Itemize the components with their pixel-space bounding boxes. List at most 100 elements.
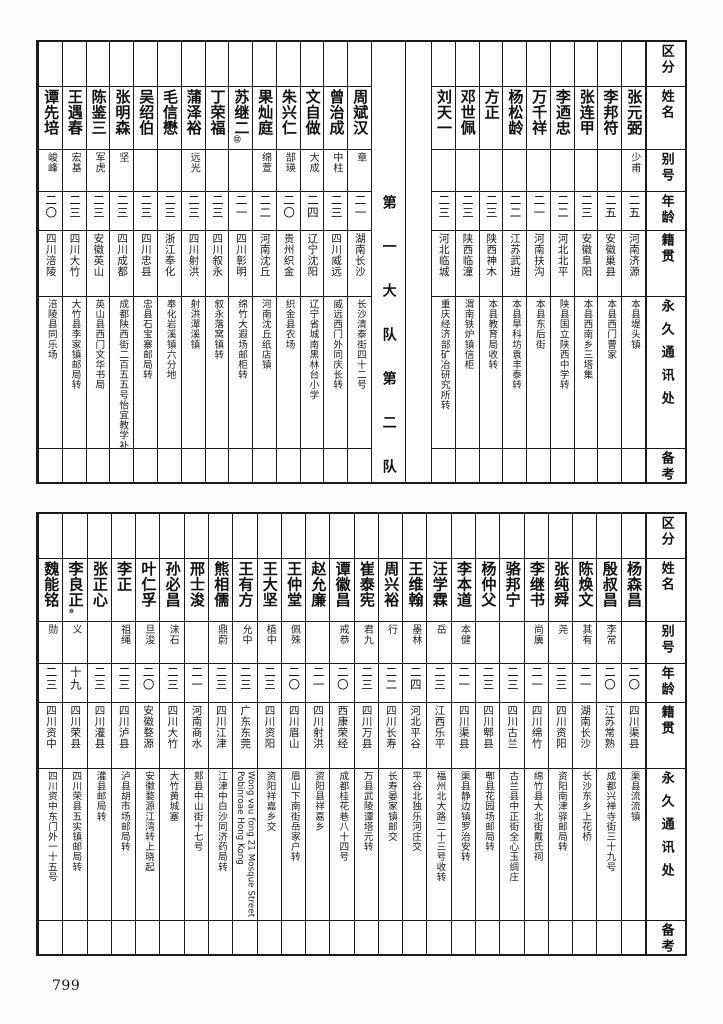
cell-name: 李邦符: [598, 85, 622, 149]
person-column[interactable]: 邓世佩 二三 陕西临潼 渭南铁炉镇信柜: [454, 42, 479, 482]
person-column[interactable]: 李邦符 二五 安徽巢县 本县西门曹家: [597, 42, 622, 482]
cell-address: 绵竹县大北街戴氏祠: [524, 767, 548, 921]
person-column[interactable]: 周斌汉章二一 湖南长沙 长沙清泰街四十二号: [347, 42, 371, 482]
person-column[interactable]: 叶仁孚 旦浚 二〇 安徽婺源 安徽婺源江湾转上晓起: [135, 514, 160, 954]
person-column[interactable]: 吴绍伯 二三 四川忠县 忠县石宝寨邮局转: [133, 42, 157, 482]
person-name: 骆邦宁: [503, 560, 522, 608]
person-address: 本县堤头镇: [628, 298, 640, 350]
cell-qufen: [575, 42, 598, 86]
person-column[interactable]: 王遇春 宏基 二三 四川大竹 大竹县李家镇邮局转: [61, 42, 86, 482]
row-header-label-native: 籍贯: [658, 705, 674, 738]
cell-age: 二一: [229, 190, 253, 231]
person-native-place: 河南扶沟: [532, 233, 545, 278]
person-alias: 祖绳: [118, 624, 130, 646]
cell-remark: [378, 920, 403, 954]
person-column[interactable]: 刘天一 二三 河北临城 重庆经济部矿冶研究所转: [430, 42, 455, 482]
cell-native: 安徽英山: [86, 230, 110, 295]
cell-qufen: [253, 42, 276, 86]
cell-alias: 本健: [451, 621, 476, 663]
cell-remark: [208, 920, 233, 954]
person-address: 泸县胡市场邮局转: [118, 770, 130, 852]
cell-address: 郫县花园场邮局转: [476, 767, 500, 921]
person-age: 二三: [68, 193, 83, 219]
cell-remark: [598, 448, 622, 482]
person-column[interactable]: 李迺忠 二二 河北北平 陕县国立陕西中学转: [549, 42, 574, 482]
person-column[interactable]: 张正心 二三 四川灌县 灌县邮局转: [86, 514, 111, 954]
cell-age: 二三: [208, 662, 233, 703]
cell-age: 二一: [524, 662, 548, 703]
cell-native: 浙江奉化: [157, 230, 181, 295]
person-column[interactable]: 丁荣福 二三 四川叙永 叙永落窝镇转: [204, 42, 229, 482]
person-column[interactable]: 赵允廉 二一 四川射洪 资阳县祥嘉乡: [305, 514, 330, 954]
person-native-place: 四川叙永: [211, 233, 224, 278]
cell-age: 二三: [476, 662, 500, 703]
cell-alias: 大成: [300, 149, 324, 191]
person-column[interactable]: 周兴裕行二二 四川长寿 长寿晏家镇邮交: [377, 514, 403, 954]
person-native-place: 浙江奉化: [163, 233, 176, 278]
cell-native: 四川彰明: [229, 230, 253, 295]
person-column[interactable]: 陈焕文 其有 二一 湖南长沙 长沙东乡上花桥: [572, 514, 597, 954]
person-column[interactable]: 文自做 大成 二四 辽宁沈阳 辽宁省城南黑林台小学: [299, 42, 324, 482]
cell-qufen: [456, 42, 479, 86]
person-column[interactable]: 李本道 本健 二一 四川渠县 渠县静边镇罗治安转: [450, 514, 476, 954]
person-column[interactable]: 熊相儒 鼎蔚 二三 四川江津 江津中白沙同济药局转: [207, 514, 233, 954]
person-column[interactable]: 王有方 允中 二三 广东东莞 Wong vau fong 21 Mosque Stree…: [232, 514, 257, 954]
cell-name: 张连甲: [574, 85, 598, 149]
person-age: 二三: [329, 193, 344, 219]
person-age: 二三: [139, 193, 154, 219]
person-column[interactable]: 曾治成 中柱 二三 四川威远 威远西门外同庆长转: [323, 42, 348, 482]
cell-native: 江苏武进: [503, 230, 527, 295]
person-column[interactable]: 殷叔昌 李常 二〇 江苏常熟 成都兴禅寺街三十九号: [596, 514, 621, 954]
cell-name: 熊相儒: [208, 557, 233, 621]
cell-name: 周斌汉: [348, 85, 371, 149]
person-column[interactable]: 毛信懋 二三 浙江奉化 奉化岩溪镇六分地: [156, 42, 181, 482]
person-column[interactable]: 李良正⑧ 义十九 四川荣县 四川荣县五实镇邮局转: [62, 514, 87, 954]
cell-age: 二三: [111, 662, 136, 703]
cell-qufen: [88, 514, 111, 558]
person-column[interactable]: 方正 二三 陕西神木 本县教育局收转: [478, 42, 503, 482]
person-column[interactable]: 王仲堂 佩殊 二〇 四川眉山 眉山下南街岳家户转: [280, 514, 306, 954]
person-column[interactable]: 崔泰宪 君九 二三 四川万县 万县武陵谭塔元转: [353, 514, 378, 954]
cell-alias: 其有: [573, 621, 597, 663]
person-column[interactable]: 苏继二⑫ 二一 四川彰明 绵竹大遐场邮柜转: [228, 42, 253, 482]
cell-qufen: [182, 42, 205, 86]
person-column[interactable]: 骆邦宁 二三 四川古兰 古兰县中正街全心玉绸庄: [499, 514, 524, 954]
cell-remark: [184, 920, 208, 954]
person-address: 长沙清泰街四十二号: [354, 298, 366, 390]
person-column[interactable]: 杨松龄 二二 江苏武进 本县旱科坊袁丰泰转: [502, 42, 527, 482]
person-column[interactable]: 谭徽昌 戒恭 二〇 西康荣经 成都桂花巷八十四号: [329, 514, 354, 954]
cell-address: 万县武陵谭塔元转: [354, 767, 378, 921]
cell-remark: [134, 448, 157, 482]
person-column[interactable]: 谭先培 峻峰 二〇 四川涪陵 涪陵县同乐场: [38, 42, 62, 482]
person-column[interactable]: 杨仲父 二三 四川郫县 郫县花园场邮局转: [475, 514, 500, 954]
person-column[interactable]: 张元弼 少甫 二五 河南济源 本县堤头镇: [621, 42, 645, 482]
person-column[interactable]: 邢士浚 二一 河南商水 郏县中山街十七号: [183, 514, 208, 954]
cell-qufen: [277, 42, 300, 86]
person-column[interactable]: 果灿庭 绵萱 二二 河南沈丘 河南沈丘纸店镇: [252, 42, 276, 482]
person-column[interactable]: 王维翰 墨林 二四 河北平谷 平谷北独乐河庄交: [402, 514, 427, 954]
person-address: 渠县静边镇罗治安转: [458, 770, 470, 862]
person-column[interactable]: 魏能铭勋二三 四川资中 四川资中东门外一十五号: [37, 514, 63, 954]
person-column[interactable]: 张连甲 二三 安徽阜阳 本县西南乡三塔集: [573, 42, 598, 482]
person-column[interactable]: 孙必昌 沫石 二三 四川大竹 大竹黄城塞: [159, 514, 184, 954]
person-column[interactable]: 万千祥 二一 河南扶沟 本县东后街: [526, 42, 550, 482]
cell-name: 陈鉴三: [86, 85, 110, 149]
cell-remark: [160, 920, 184, 954]
person-native-place: 四川绵竹: [530, 705, 543, 750]
person-native-place: 河北平谷: [409, 705, 422, 750]
cell-native: 四川灌县: [87, 702, 111, 767]
person-column[interactable]: 朱兴仁 郜瑛 二〇 贵州织金 织金县农场: [275, 42, 300, 482]
person-age: 二一: [234, 193, 249, 219]
person-column[interactable]: 张明森坚二三 四川成都 成都陕西街二百五五号怡宜教学补习社: [109, 42, 134, 482]
person-alias: 峻峰: [45, 152, 57, 174]
person-column[interactable]: 王大坚 植中 二三 四川资阳 资阳祥嘉乡交: [256, 514, 281, 954]
person-native-place: 陕西神木: [485, 233, 498, 278]
person-column[interactable]: 李正 祖绳 二三 四川泸县 泸县胡市场邮局转: [110, 514, 136, 954]
person-column[interactable]: 张纯舜尧二三 四川资阳 资阳南津驿邮局转: [547, 514, 573, 954]
person-column[interactable]: 杨森昌 二〇 四川渠县 渠县流流镇: [620, 514, 645, 954]
person-column[interactable]: 陈鉴三 军虎 二三 安徽英山 英山县西门文华书局: [85, 42, 110, 482]
cell-age: 二三: [354, 662, 378, 703]
person-column[interactable]: 蒲泽裕 远光 二三 四川射洪 射洪潬溪镇: [180, 42, 205, 482]
person-column[interactable]: 李继书 尚廙 二一 四川绵竹 绵竹县大北街戴氏祠: [523, 514, 548, 954]
person-column[interactable]: 汪学霖岳二三 江西乐平 福州北大路二十三号收转: [426, 514, 451, 954]
